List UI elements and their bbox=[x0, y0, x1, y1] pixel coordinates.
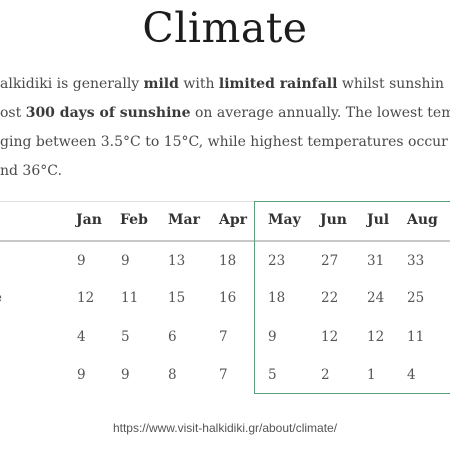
table-cell: 11 bbox=[407, 329, 425, 345]
source-url[interactable]: https://www.visit-halkidiki.gr/about/cli… bbox=[112, 421, 338, 435]
col-header-mar: Mar bbox=[168, 212, 200, 228]
table-cell: 24 bbox=[367, 290, 385, 306]
table-cell: 23 bbox=[268, 253, 286, 269]
description-line-2: ost 300 days of sunshine on average annu… bbox=[0, 99, 450, 128]
col-header-apr: Apr bbox=[219, 212, 248, 228]
table-cell: 9 bbox=[268, 329, 277, 345]
table-cell: 5 bbox=[268, 367, 277, 383]
col-header-may: May bbox=[268, 212, 301, 228]
table-cell: 9 bbox=[121, 253, 130, 269]
col-header-jul: Jul bbox=[367, 212, 390, 228]
bold-300-days: 300 days of sunshine bbox=[25, 105, 191, 121]
summer-months-highlight bbox=[254, 201, 450, 394]
table-cell: 9 bbox=[121, 367, 130, 383]
table-cell: 15 bbox=[168, 290, 186, 306]
description-line-1: alkidiki is generally mild with limited … bbox=[0, 70, 444, 99]
col-header-feb: Feb bbox=[120, 212, 148, 228]
table-cell: 13 bbox=[168, 253, 186, 269]
col-header-jun: Jun bbox=[320, 212, 347, 228]
table-cell: 12 bbox=[367, 329, 385, 345]
bold-limited-rainfall: limited rainfall bbox=[218, 76, 338, 92]
table-cell: 1 bbox=[367, 367, 376, 383]
table-cell: 27 bbox=[321, 253, 339, 269]
table-cell: 8 bbox=[168, 367, 177, 383]
table-cell: 4 bbox=[77, 329, 86, 345]
col-header-jan: Jan bbox=[76, 212, 102, 228]
table-header-divider bbox=[0, 240, 450, 242]
table-cell: 6 bbox=[168, 329, 177, 345]
row-label: e bbox=[0, 290, 2, 306]
bold-mild: mild bbox=[143, 76, 179, 92]
table-cell: 11 bbox=[121, 290, 139, 306]
table-cell: 5 bbox=[121, 329, 130, 345]
description-line-3: ging between 3.5°C to 15°C, while highes… bbox=[0, 134, 448, 150]
table-cell: 2 bbox=[321, 367, 330, 383]
table-top-border bbox=[0, 201, 450, 202]
table-cell: 9 bbox=[77, 253, 86, 269]
page-title: Climate bbox=[142, 4, 308, 52]
climate-description: alkidiki is generally mild with limited … bbox=[0, 70, 450, 188]
table-cell: 12 bbox=[321, 329, 339, 345]
table-cell: 7 bbox=[219, 367, 228, 383]
table-cell: 4 bbox=[407, 367, 416, 383]
table-cell: 33 bbox=[407, 253, 425, 269]
table-cell: 22 bbox=[321, 290, 339, 306]
text-span: alkidiki is generally bbox=[0, 76, 144, 92]
table-cell: 25 bbox=[407, 290, 425, 306]
text-span: whilst sunshin bbox=[337, 76, 444, 92]
table-cell: 9 bbox=[77, 367, 86, 383]
table-cell: 18 bbox=[268, 290, 286, 306]
description-line-4: nd 36°C. bbox=[0, 163, 62, 179]
col-header-aug: Aug bbox=[407, 212, 438, 228]
table-cell: 31 bbox=[367, 253, 385, 269]
table-cell: 16 bbox=[219, 290, 237, 306]
table-cell: 12 bbox=[77, 290, 95, 306]
text-span: with bbox=[178, 76, 219, 92]
text-span: ost bbox=[0, 105, 26, 121]
table-cell: 7 bbox=[219, 329, 228, 345]
table-cell: 18 bbox=[219, 253, 237, 269]
text-span: on average annually. The lowest tem bbox=[190, 105, 450, 121]
